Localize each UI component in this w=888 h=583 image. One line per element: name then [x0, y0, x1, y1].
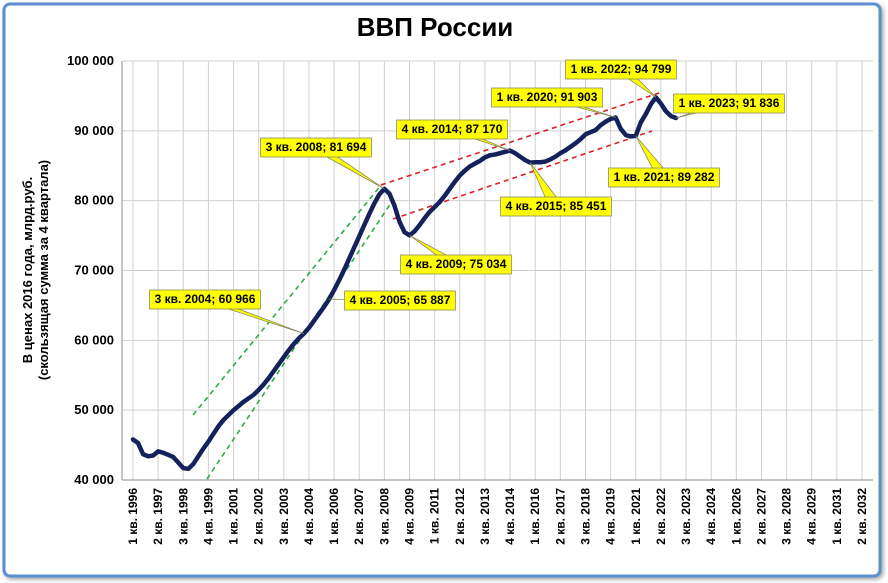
callout: 1 кв. 2020; 91 903 [491, 87, 616, 118]
data-label: 1 кв. 2020; 91 903 [497, 90, 598, 104]
x-tick-label: 1 кв. 2016 [528, 488, 542, 545]
y-axis-label: (скользящая сумма за 4 квартала) [36, 160, 51, 380]
x-tick-label: 1 кв. 2001 [227, 488, 241, 545]
callout-box [149, 289, 261, 310]
x-tick-label: 4 кв. 1999 [201, 488, 215, 545]
callout: 1 кв. 2023; 91 836 [673, 93, 785, 119]
callout-box [491, 87, 603, 108]
data-label: 3 кв. 2008; 81 694 [266, 140, 367, 154]
callout: 4 кв. 2009; 75 034 [400, 234, 512, 275]
x-tick-label: 1 кв. 1996 [126, 488, 140, 545]
callout: 4 кв. 2005; 65 887 [329, 290, 456, 311]
x-tick-label: 3 кв. 2003 [277, 488, 291, 545]
x-tick-label: 4 кв. 2024 [704, 488, 718, 545]
callout-box [608, 167, 720, 188]
trend-line [206, 199, 394, 480]
x-tick-label: 3 кв. 2013 [478, 488, 492, 545]
data-label: 4 кв. 2005; 65 887 [350, 293, 451, 307]
y-tick-label: 50 000 [74, 402, 114, 417]
x-tick-label: 4 кв. 2014 [503, 488, 517, 545]
x-tick-label: 4 кв. 2009 [403, 488, 417, 545]
x-tick-label: 1 кв. 2026 [729, 488, 743, 545]
x-tick-label: 3 кв. 2008 [377, 488, 391, 545]
callout: 4 кв. 2015; 85 451 [500, 162, 612, 217]
callout-box [260, 137, 372, 158]
callout: 3 кв. 2004; 60 966 [149, 289, 305, 334]
x-tick-label: 2 кв. 2022 [654, 488, 668, 545]
data-label: 1 кв. 2022; 94 799 [571, 62, 672, 76]
callout-box [673, 93, 785, 114]
y-tick-label: 40 000 [74, 472, 114, 487]
y-tick-label: 60 000 [74, 332, 114, 347]
x-tick-label: 3 кв. 2018 [578, 488, 592, 545]
callout: 1 кв. 2021; 89 282 [608, 135, 720, 188]
x-tick-label: 1 кв. 2031 [830, 488, 844, 545]
data-label: 3 кв. 2004; 60 966 [155, 292, 256, 306]
x-tick-label: 1 кв. 2011 [428, 488, 442, 544]
y-tick-label: 90 000 [74, 123, 114, 138]
callout-box [565, 59, 677, 80]
x-tick-label: 1 кв. 2006 [327, 488, 341, 545]
y-axis-label: В ценах 2016 года, млрд.руб. [20, 177, 35, 363]
x-tick-label: 3 кв. 2023 [679, 488, 693, 545]
data-label: 4 кв. 2009; 75 034 [406, 257, 507, 271]
x-tick-label: 2 кв. 2032 [855, 488, 869, 545]
trend-line [380, 91, 663, 186]
y-tick-label: 70 000 [74, 263, 114, 278]
x-tick-label: 4 кв. 2004 [302, 488, 316, 545]
callout-box [500, 196, 612, 217]
line-series [130, 95, 679, 472]
x-tick-label: 1 кв. 2021 [629, 488, 643, 545]
x-tick-label: 4 кв. 2019 [604, 488, 618, 545]
callout-box [396, 119, 508, 140]
x-tick-label: 2 кв. 2027 [754, 488, 768, 545]
data-label: 1 кв. 2023; 91 836 [679, 96, 780, 110]
trend-line [192, 183, 383, 416]
x-tick-label: 2 кв. 2007 [352, 488, 366, 545]
x-tick-label: 3 кв. 2028 [780, 488, 794, 545]
plot-area: 40 000 50 000 60 000 70 000 80 000 90 000 100 … [67, 53, 873, 545]
callout-box [400, 254, 512, 275]
callout: 4 кв. 2014; 87 170 [396, 119, 511, 151]
x-tick-label: 2 кв. 2017 [553, 488, 567, 545]
chart-title: ВВП России [357, 12, 514, 42]
callout-box [344, 290, 456, 311]
y-tick-label: 100 000 [67, 53, 114, 68]
callout: 3 кв. 2008; 81 694 [260, 137, 385, 190]
series [130, 95, 679, 472]
data-label: 4 кв. 2015; 85 451 [506, 199, 607, 213]
x-tick-label: 3 кв. 1998 [176, 488, 190, 545]
data-label: 1 кв. 2021; 89 282 [614, 170, 715, 184]
x-tick-label: 2 кв. 2002 [252, 488, 266, 545]
callout: 1 кв. 2022; 94 799 [565, 59, 677, 98]
data-label: 4 кв. 2014; 87 170 [402, 122, 503, 136]
callouts: 3 кв. 2004; 60 966 4 кв. 2005; 65 887 3 кв… [149, 59, 785, 334]
x-tick-label: 2 кв. 1997 [151, 488, 165, 545]
x-tick-label: 4 кв. 2029 [805, 488, 819, 545]
y-tick-label: 80 000 [74, 193, 114, 208]
x-tick-label: 2 кв. 2012 [453, 488, 467, 545]
